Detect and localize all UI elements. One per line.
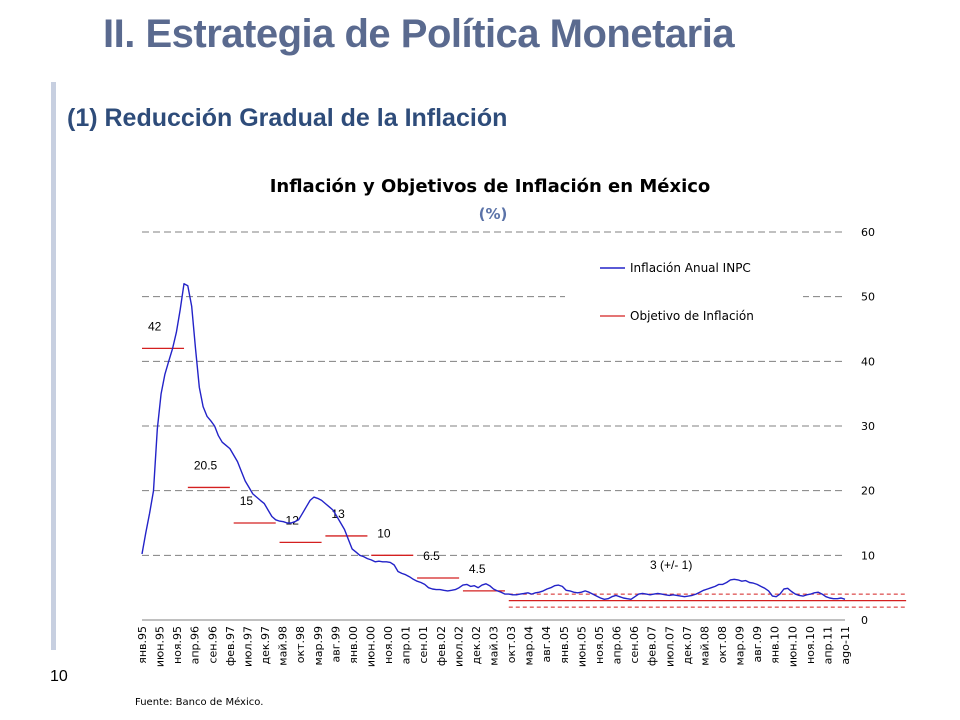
y-tick-label: 20 <box>861 485 875 498</box>
objective-label: 15 <box>240 494 254 508</box>
x-tick-label: окт.03 <box>505 626 518 663</box>
objective-segments: 42 20.5 15 12 13 10 6.5 4.5 <box>142 319 505 592</box>
target-band: 3 (+/- 1) <box>508 558 907 608</box>
x-tick-label: ноя.95 <box>171 626 184 664</box>
objective-label: 42 <box>148 319 162 333</box>
page-number: 10 <box>50 668 68 685</box>
objective-label: 12 <box>286 513 300 527</box>
y-tick-label: 40 <box>861 355 875 368</box>
x-tick-label: июл.02 <box>452 626 465 667</box>
x-tick-label: июн.00 <box>364 626 377 667</box>
y-tick-label: 0 <box>861 614 868 627</box>
legend-label-inpc: Inflación Anual INPC <box>630 261 751 275</box>
legend-box <box>565 250 803 335</box>
x-tick-label: ago-11 <box>839 626 852 665</box>
x-tick-label: апр.06 <box>611 626 624 664</box>
x-tick-label: авг.09 <box>751 626 764 663</box>
x-tick-label: мар.04 <box>523 626 536 666</box>
x-tick-label: сен.06 <box>628 626 641 664</box>
x-tick-label: ноя.05 <box>593 626 606 664</box>
y-tick-label: 60 <box>861 226 875 239</box>
left-accent-bar <box>51 82 56 650</box>
y-tick-label: 10 <box>861 549 875 562</box>
x-tick-label: июл.07 <box>663 626 676 667</box>
chart-legend: Inflación Anual INPC Objetivo de Inflació… <box>565 250 803 335</box>
chart-unit-label: (%) <box>479 205 508 223</box>
source-note: Fuente: Banco de México. <box>135 697 264 708</box>
x-tick-label: июн.10 <box>786 626 799 667</box>
x-tick-label: фев.97 <box>224 626 237 666</box>
objective-label: 4.5 <box>469 562 486 576</box>
x-tick-label: авг.99 <box>329 626 342 663</box>
page-title: II. Estrategia de Política Monetaria <box>103 12 735 56</box>
y-tick-label: 50 <box>861 291 875 304</box>
x-tick-label: май.03 <box>488 626 501 666</box>
objective-label: 13 <box>331 507 345 521</box>
y-axis-ticks: 0 10 20 30 40 50 60 <box>861 226 875 627</box>
target-band-label: 3 (+/- 1) <box>650 558 692 572</box>
objective-label: 20.5 <box>194 458 218 472</box>
x-tick-label: янв.95 <box>136 626 149 664</box>
section-subtitle: (1) Reducción Gradual de la Inflación <box>67 104 508 132</box>
x-tick-label: ноя.00 <box>382 626 395 664</box>
x-tick-label: апр.96 <box>189 626 202 664</box>
x-tick-label: май.98 <box>277 626 290 666</box>
inflation-series <box>141 283 846 600</box>
x-tick-label: апр.11 <box>821 626 834 664</box>
x-tick-label: авг.04 <box>540 626 553 663</box>
x-tick-label: фев.07 <box>646 626 659 666</box>
x-tick-label: июн.05 <box>575 626 588 667</box>
x-tick-label: июн.95 <box>154 626 167 667</box>
chart-title: Inflación y Objetivos de Inflación en Mé… <box>270 176 711 197</box>
x-tick-label: сен.01 <box>417 626 430 664</box>
x-tick-label: фев.02 <box>435 626 448 666</box>
legend-label-objective: Objetivo de Inflación <box>630 309 754 323</box>
objective-label: 10 <box>377 526 391 540</box>
x-tick-label: апр.01 <box>400 626 413 664</box>
y-tick-label: 30 <box>861 420 875 433</box>
x-tick-label: дек.97 <box>259 626 272 665</box>
x-tick-label: ноя.10 <box>804 626 817 664</box>
x-tick-label: янв.05 <box>558 626 571 664</box>
x-tick-label: окт.98 <box>294 626 307 663</box>
x-tick-label: янв.10 <box>769 626 782 664</box>
inflation-line <box>141 283 846 600</box>
x-tick-label: сен.96 <box>206 626 219 664</box>
x-tick-label: янв.00 <box>347 626 360 664</box>
x-tick-label: май.08 <box>698 626 711 666</box>
x-tick-label: дек.07 <box>681 626 694 665</box>
x-tick-label: мар.99 <box>312 626 325 666</box>
x-tick-label: дек.02 <box>470 626 483 665</box>
x-tick-label: окт.08 <box>716 626 729 663</box>
x-tick-label: июл.97 <box>241 626 254 667</box>
x-axis-ticks: янв.95 июн.95 ноя.95 апр.96 сен.96 фев.97 июл.… <box>136 626 852 667</box>
x-tick-label: мар.09 <box>734 626 747 666</box>
objective-label: 6.5 <box>423 549 440 563</box>
